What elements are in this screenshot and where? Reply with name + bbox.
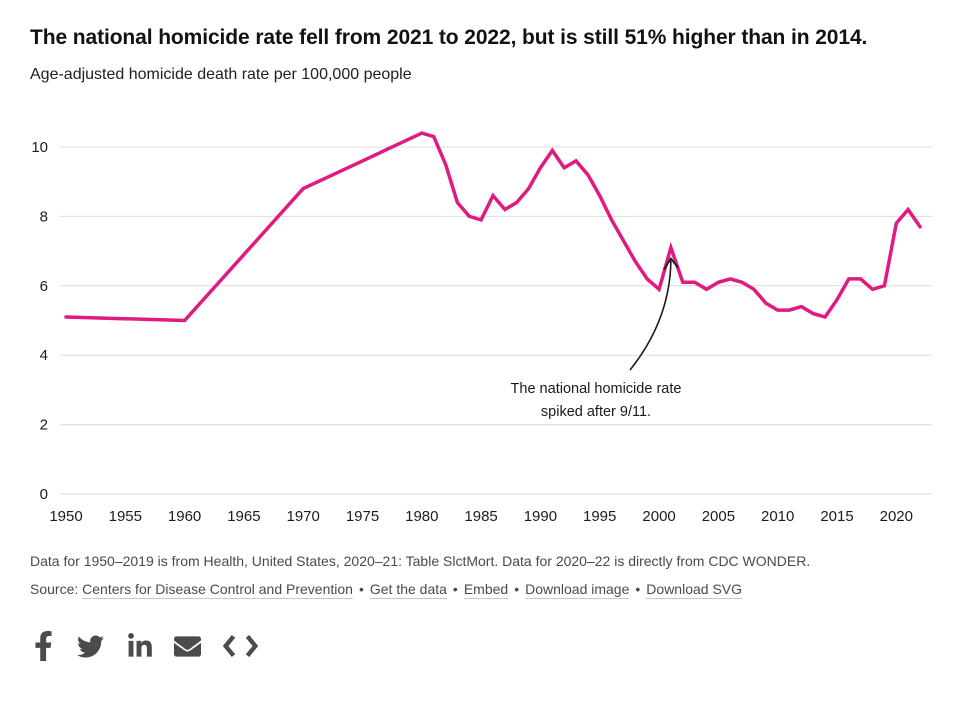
x-axis-label: 1990 bbox=[524, 508, 557, 525]
y-axis-label: 6 bbox=[40, 278, 48, 295]
homicide-rate-line bbox=[64, 131, 922, 323]
y-axis-label: 0 bbox=[40, 486, 48, 503]
source-line: Source: Centers for Disease Control and … bbox=[30, 579, 930, 600]
page-title: The national homicide rate fell from 202… bbox=[30, 26, 868, 49]
x-axis-label: 2020 bbox=[880, 508, 913, 525]
y-axis-label: 10 bbox=[31, 139, 48, 156]
x-axis-label: 2005 bbox=[702, 508, 735, 525]
annotation-arrowhead bbox=[663, 257, 679, 271]
x-axis-label: 1955 bbox=[109, 508, 142, 525]
twitter-icon[interactable] bbox=[75, 633, 106, 660]
x-axis-label: 1965 bbox=[227, 508, 260, 525]
x-axis-label: 1985 bbox=[464, 508, 497, 525]
source-link[interactable]: Centers for Disease Control and Preventi… bbox=[82, 581, 353, 599]
twitter-icon-glyph bbox=[77, 635, 104, 657]
y-axis-label: 4 bbox=[40, 347, 48, 364]
footer-link-get-the-data[interactable]: Get the data bbox=[369, 581, 447, 599]
link-separator: • bbox=[514, 581, 520, 597]
embed-code-icon[interactable] bbox=[223, 634, 258, 658]
email-icon[interactable] bbox=[174, 633, 201, 660]
footer-link-embed[interactable]: Embed bbox=[463, 581, 509, 599]
x-axis-label: 2000 bbox=[642, 508, 675, 525]
chart-subtitle: Age-adjusted homicide death rate per 100… bbox=[30, 66, 412, 83]
chart-area: 0 2 4 6 8 10 1950 1955 1960 1965 1970 1975 1980 1985 1… bbox=[0, 104, 960, 534]
facebook-icon-glyph bbox=[35, 631, 52, 661]
x-axis-label: 1975 bbox=[346, 508, 379, 525]
x-axis-label: 1980 bbox=[405, 508, 438, 525]
source-label: Source: bbox=[30, 581, 79, 597]
link-separator: • bbox=[452, 581, 458, 597]
homicide-rate-chart: 0 2 4 6 8 10 1950 1955 1960 1965 1970 1975 1980 1985 1… bbox=[31, 131, 932, 525]
annotation-text-line1: The national homicide rate bbox=[511, 381, 682, 397]
link-separator: • bbox=[358, 581, 364, 597]
embed-code-icon-glyph bbox=[223, 634, 258, 658]
data-note: Data for 1950–2019 is from Health, Unite… bbox=[30, 553, 811, 569]
annotation-arrow bbox=[629, 260, 672, 371]
x-axis-label: 2010 bbox=[761, 508, 794, 525]
x-axis-label: 1960 bbox=[168, 508, 201, 525]
linkedin-icon[interactable] bbox=[128, 632, 152, 660]
x-axis-label: 1950 bbox=[49, 508, 82, 525]
y-axis-label: 8 bbox=[40, 208, 48, 225]
x-axis-label: 1995 bbox=[583, 508, 616, 525]
annotation-text-line2: spiked after 9/11. bbox=[541, 404, 651, 420]
footer-link-download-svg[interactable]: Download SVG bbox=[646, 581, 743, 599]
link-separator: • bbox=[635, 581, 641, 597]
x-axis-label: 2015 bbox=[820, 508, 853, 525]
footer-link-download-image[interactable]: Download image bbox=[525, 581, 630, 599]
facebook-icon[interactable] bbox=[34, 631, 53, 661]
linkedin-icon-glyph bbox=[128, 632, 152, 657]
x-axis-label: 1970 bbox=[287, 508, 320, 525]
email-icon-glyph bbox=[174, 635, 201, 657]
source-extra-links: • Get the data • Embed • Download image • Downl… bbox=[353, 581, 743, 599]
social-share-bar bbox=[34, 630, 930, 662]
y-axis-label: 2 bbox=[40, 417, 48, 434]
